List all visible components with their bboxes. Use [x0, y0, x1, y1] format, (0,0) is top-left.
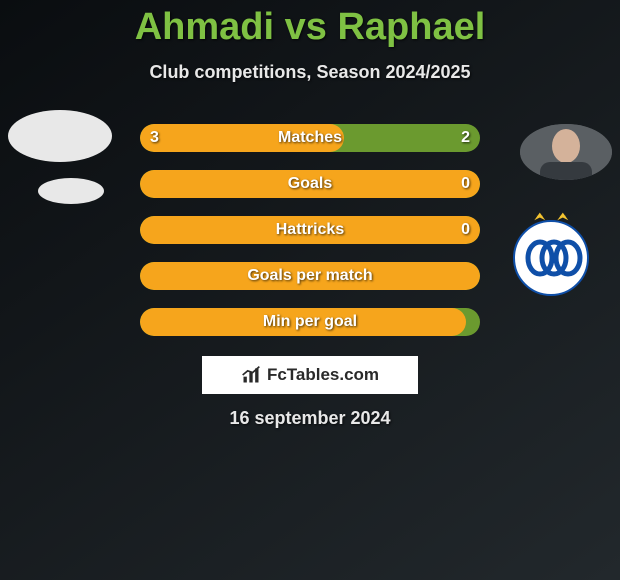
page-subtitle: Club competitions, Season 2024/2025 [0, 62, 620, 83]
stat-bar-value-right: 2 [461, 124, 470, 152]
stat-bar-label: Matches [140, 124, 480, 152]
stat-bar: Goals per match [140, 262, 480, 290]
stat-bar: Hattricks0 [140, 216, 480, 244]
player-left-avatar-placeholder [38, 178, 104, 204]
stat-bar-value-right: 0 [461, 170, 470, 198]
watermark-text: FcTables.com [267, 365, 379, 385]
stat-bar-value-left: 3 [150, 124, 159, 152]
page-title: Ahmadi vs Raphael [0, 6, 620, 49]
player-right-avatar [520, 124, 612, 180]
stat-bar-label: Goals per match [140, 262, 480, 290]
stat-bar: Goals0 [140, 170, 480, 198]
stat-bar-label: Hattricks [140, 216, 480, 244]
player-left-avatar-placeholder [8, 110, 112, 162]
generated-date: 16 september 2024 [0, 408, 620, 429]
stat-bar-value-right: 0 [461, 216, 470, 244]
stat-bar-label: Min per goal [140, 308, 480, 336]
stat-bar: Matches3 2 [140, 124, 480, 152]
stat-bar-label: Goals [140, 170, 480, 198]
watermark: FcTables.com [202, 356, 418, 394]
stat-bar: Min per goal [140, 308, 480, 336]
chart-bars-icon [241, 365, 261, 385]
club-right-crest [502, 208, 600, 296]
